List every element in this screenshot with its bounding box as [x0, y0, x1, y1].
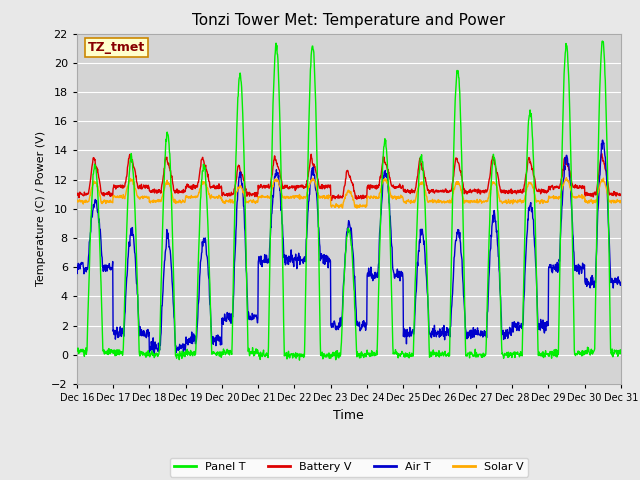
Legend: Panel T, Battery V, Air T, Solar V: Panel T, Battery V, Air T, Solar V — [170, 457, 528, 477]
Text: TZ_tmet: TZ_tmet — [88, 41, 145, 54]
Title: Tonzi Tower Met: Temperature and Power: Tonzi Tower Met: Temperature and Power — [192, 13, 506, 28]
X-axis label: Time: Time — [333, 408, 364, 421]
Y-axis label: Temperature (C) / Power (V): Temperature (C) / Power (V) — [36, 131, 45, 287]
